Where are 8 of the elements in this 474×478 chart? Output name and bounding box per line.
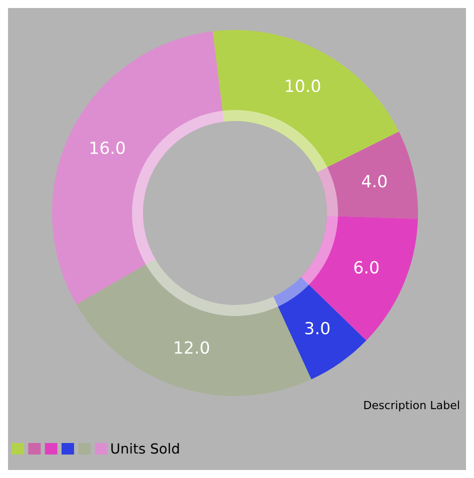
- legend-label: Units Sold: [111, 443, 179, 454]
- data-label: 6.0: [354, 261, 379, 274]
- data-label: 3.0: [305, 322, 330, 334]
- data-label: 16.0: [90, 141, 125, 154]
- text: Description Label: [364, 400, 459, 412]
- data-label: 12.0: [174, 341, 210, 354]
- data-label: 10.0: [286, 80, 320, 92]
- data-label: 4.0: [362, 174, 387, 188]
